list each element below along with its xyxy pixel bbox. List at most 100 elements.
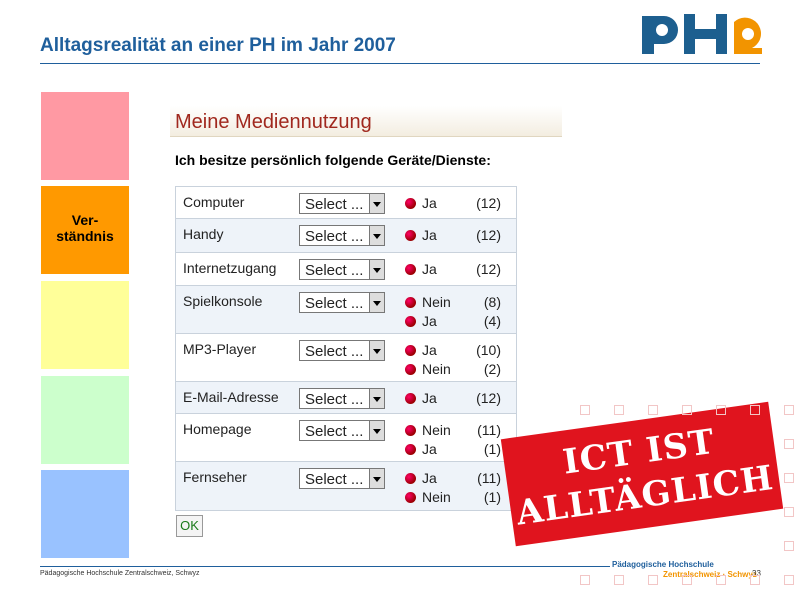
select-arrow	[369, 226, 384, 245]
select[interactable]: Select ...	[299, 292, 385, 313]
select-arrow	[369, 469, 384, 488]
select-arrow	[369, 341, 384, 360]
select-text: Select ...	[305, 471, 364, 488]
form-question: Ich besitze persönlich folgende Geräte/D…	[175, 152, 491, 168]
row-label: Handy	[183, 226, 224, 242]
pattern-icon	[580, 405, 590, 415]
option-count: (2)	[483, 361, 501, 377]
option-label: Nein	[422, 361, 451, 377]
option-label: Ja	[422, 227, 437, 243]
option-label: Nein	[422, 489, 451, 505]
select-arrow	[369, 389, 384, 408]
radio	[405, 198, 416, 209]
radio	[405, 473, 416, 484]
table-row: MP3-Player Select ... Ja (10) Nein (2)	[175, 333, 517, 382]
option-count: (12)	[476, 227, 501, 243]
option-count: (12)	[476, 261, 501, 277]
option-count: (12)	[476, 390, 501, 406]
radio	[405, 297, 416, 308]
stamp: ICT IST ALLTÄGLICH	[500, 401, 784, 547]
radio	[405, 492, 416, 503]
footer-text: Pädagogische Hochschule Zentralschweiz, …	[40, 570, 200, 577]
row-label: Fernseher	[183, 469, 247, 485]
radio	[405, 425, 416, 436]
footer-rule	[40, 566, 610, 567]
option-label: Ja	[422, 390, 437, 406]
option-count: (1)	[483, 441, 501, 457]
green-block	[41, 376, 129, 464]
block-label: Ver-ständnis	[56, 212, 114, 244]
logo-text: Pädagogische Hochschule	[612, 560, 714, 569]
option-count: (4)	[483, 313, 501, 329]
select[interactable]: Select ...	[299, 193, 385, 214]
title-rule	[40, 63, 760, 64]
form-header: Meine Mediennutzung	[170, 106, 562, 137]
table-row: E-Mail-Adresse Select ... Ja (12)	[175, 381, 517, 414]
pattern-icon	[784, 507, 794, 517]
option-count: (1)	[483, 489, 501, 505]
row-label: Homepage	[183, 421, 252, 437]
row-label: Spielkonsole	[183, 293, 263, 309]
select[interactable]: Select ...	[299, 259, 385, 280]
slide-title: Alltagsrealität an einer PH im Jahr 2007	[40, 35, 396, 56]
option-count: (8)	[483, 294, 501, 310]
radio	[405, 316, 416, 327]
option-label: Nein	[422, 422, 451, 438]
radio	[405, 345, 416, 356]
option-count: (11)	[477, 422, 501, 438]
select-text: Select ...	[305, 262, 364, 279]
radio	[405, 264, 416, 275]
yellow-block	[41, 281, 129, 369]
option-count: (11)	[477, 470, 501, 486]
pattern-icon	[784, 541, 794, 551]
select[interactable]: Select ...	[299, 388, 385, 409]
table-row: Internetzugang Select ... Ja (12)	[175, 252, 517, 286]
pattern-icon	[682, 575, 692, 585]
form-title: Meine Mediennutzung	[175, 111, 372, 133]
option-label: Ja	[422, 195, 437, 211]
select[interactable]: Select ...	[299, 225, 385, 246]
pattern-icon	[784, 473, 794, 483]
option-label: Ja	[422, 470, 437, 486]
pink-block	[41, 92, 129, 180]
select-text: Select ...	[305, 295, 364, 312]
select-arrow	[369, 421, 384, 440]
select[interactable]: Select ...	[299, 420, 385, 441]
select-text: Select ...	[305, 228, 364, 245]
pattern-icon	[784, 405, 794, 415]
table-row: Handy Select ... Ja (12)	[175, 218, 517, 253]
page-number: 33	[752, 569, 761, 578]
pattern-icon	[648, 405, 658, 415]
select-arrow	[369, 260, 384, 279]
table-row: Fernseher Select ... Ja (11) Nein (1)	[175, 461, 517, 511]
pattern-icon	[716, 405, 726, 415]
select[interactable]: Select ...	[299, 340, 385, 361]
logo	[642, 14, 762, 54]
pattern-icon	[682, 405, 692, 415]
option-label: Ja	[422, 313, 437, 329]
ok-button[interactable]: OK	[176, 515, 203, 537]
pattern-icon	[750, 405, 760, 415]
option-label: Ja	[422, 342, 437, 358]
blue-block	[41, 470, 129, 558]
row-label: Internetzugang	[183, 260, 277, 276]
select-arrow	[369, 194, 384, 213]
option-count: (12)	[476, 195, 501, 211]
table-row: Homepage Select ... Nein (11) Ja (1)	[175, 413, 517, 462]
logo-text: Zentralschweiz · Schwyz	[663, 570, 757, 579]
radio	[405, 393, 416, 404]
pattern-icon	[614, 405, 624, 415]
select-arrow	[369, 293, 384, 312]
option-count: (10)	[476, 342, 501, 358]
pattern-icon	[750, 575, 760, 585]
select-text: Select ...	[305, 196, 364, 213]
pattern-icon	[716, 575, 726, 585]
pattern-icon	[784, 439, 794, 449]
select-text: Select ...	[305, 343, 364, 360]
option-label: Nein	[422, 294, 451, 310]
select[interactable]: Select ...	[299, 468, 385, 489]
active-block: Ver-ständnis	[41, 186, 129, 274]
radio	[405, 444, 416, 455]
row-label: E-Mail-Adresse	[183, 389, 279, 405]
pattern-icon	[580, 575, 590, 585]
